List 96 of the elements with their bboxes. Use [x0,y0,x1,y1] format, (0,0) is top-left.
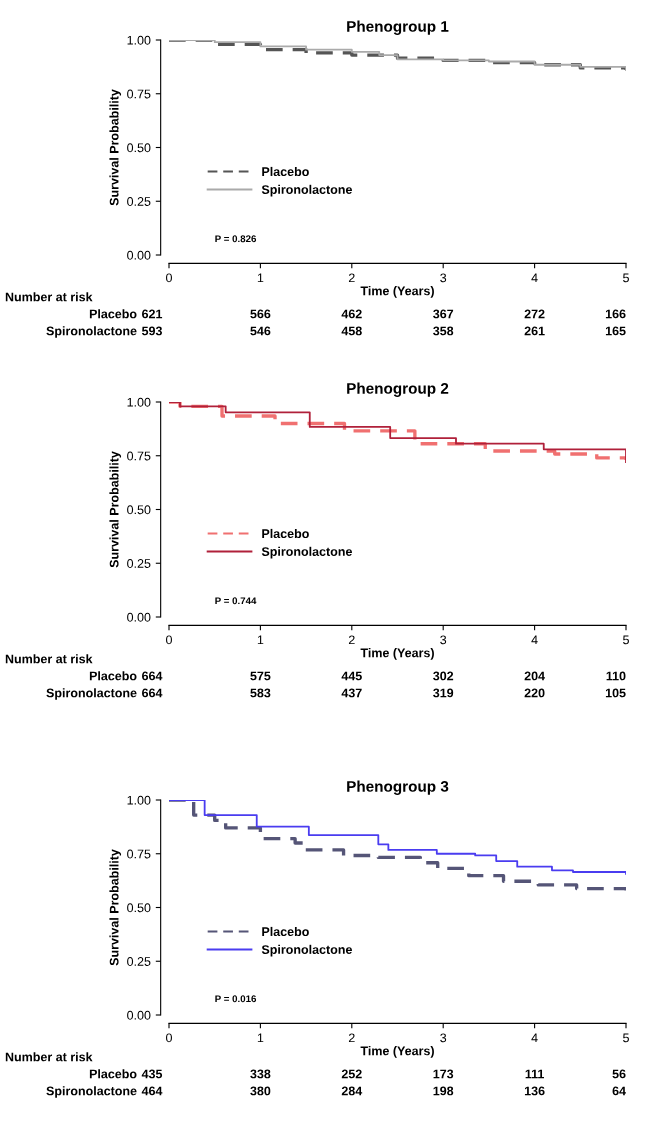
text: 272 [524,309,545,319]
text: 105 [605,688,626,698]
x-tick-label: 0 [166,1033,172,1043]
text: 204 [524,671,545,681]
y-tick-label: 1.00 [127,397,151,407]
text: 462 [341,309,362,319]
text: 136 [524,1086,545,1096]
text: 566 [250,309,271,319]
y-tick-label: 1.00 [127,795,151,805]
text: 165 [605,326,626,336]
text: Spironolactone [46,688,137,700]
annotation: P = 0.744 [215,597,257,605]
text: 56 [612,1069,626,1079]
text: 110 [606,671,626,681]
text: Placebo [89,671,137,681]
x-tick-label: 3 [440,273,447,283]
x-tick-label: 1 [257,635,264,645]
text: 435 [141,1069,163,1079]
legend-label: Placebo [262,926,309,937]
text: Spironolactone [46,326,137,338]
text: 445 [341,671,362,681]
text: 252 [341,1069,362,1079]
text: 198 [433,1086,454,1096]
y-axis-title: Survival Probability [109,849,122,966]
annotation: P = 0.016 [215,995,257,1003]
text: 593 [141,326,162,336]
text: 664 [142,671,163,681]
text: 338 [250,1069,271,1079]
text: 111 [525,1069,544,1079]
x-tick-label: 5 [623,273,629,283]
text: 220 [524,688,545,698]
y-tick-label: 0.25 [127,559,151,568]
y-tick-label: 0.00 [127,1010,151,1020]
legend-label: Spironolactone [261,546,352,559]
text: 367 [433,309,454,319]
chart-title: Phenogroup 3 [347,780,449,795]
legend-label: Spironolactone [261,944,352,957]
text: 319 [433,688,454,698]
text: Number at risk [5,654,93,664]
chart-title: Phenogroup 1 [347,20,449,35]
x-axis-title: Time (Years) [360,648,434,660]
text: 302 [433,671,454,681]
x-tick-label: 2 [348,273,355,283]
y-tick-label: 0.00 [127,612,151,622]
text: 664 [142,688,163,698]
y-tick-label: 0.00 [127,250,151,260]
x-tick-label: 2 [348,635,355,645]
text: 380 [250,1086,271,1096]
legend-label: Spironolactone [261,184,352,197]
legend-label: Placebo [262,166,309,177]
text: 358 [433,326,454,336]
text: Number at risk [5,292,93,302]
text: 437 [341,688,362,698]
y-tick-label: 0.50 [127,903,151,913]
chart-title: Phenogroup 2 [347,382,449,397]
text: 166 [605,309,626,319]
y-tick-label: 0.75 [127,451,151,461]
x-tick-label: 0 [166,273,172,283]
y-tick-label: 0.75 [127,849,151,859]
y-tick-label: 0.50 [127,143,151,153]
x-tick-label: 4 [531,1033,538,1043]
x-axis-title: Time (Years) [360,1046,434,1058]
y-tick-label: 0.75 [127,89,151,99]
x-tick-label: 0 [166,635,172,645]
y-axis-title: Survival Probability [109,89,122,206]
y-tick-label: 0.50 [127,505,151,515]
x-tick-label: 4 [531,273,538,283]
y-tick-label: 0.25 [127,957,151,966]
text: Placebo [89,309,137,319]
y-tick-label: 1.00 [127,35,151,45]
legend-label: Placebo [262,528,309,539]
y-axis-title: Survival Probability [109,451,122,568]
text: 173 [433,1069,454,1079]
text: 458 [341,326,362,336]
text: 546 [250,326,271,336]
x-tick-label: 2 [348,1033,355,1043]
text: 575 [250,671,271,681]
x-tick-label: 1 [257,273,264,283]
annotation: P = 0.826 [215,235,257,243]
x-tick-label: 5 [623,635,629,645]
x-tick-label: 4 [531,635,538,645]
text: Placebo [89,1069,137,1079]
x-tick-label: 3 [440,635,447,645]
text: 284 [341,1086,363,1096]
x-tick-label: 5 [623,1033,629,1043]
text: Number at risk [5,1052,93,1062]
text: 583 [250,688,271,698]
x-tick-label: 1 [257,1033,264,1043]
x-axis-title: Time (Years) [360,286,434,298]
text: 64 [612,1086,626,1096]
text: 621 [142,309,163,319]
x-tick-label: 3 [440,1033,447,1043]
y-tick-label: 0.25 [127,197,151,206]
text: Spironolactone [46,1086,137,1098]
text: 464 [141,1086,163,1096]
text: 261 [524,326,545,336]
